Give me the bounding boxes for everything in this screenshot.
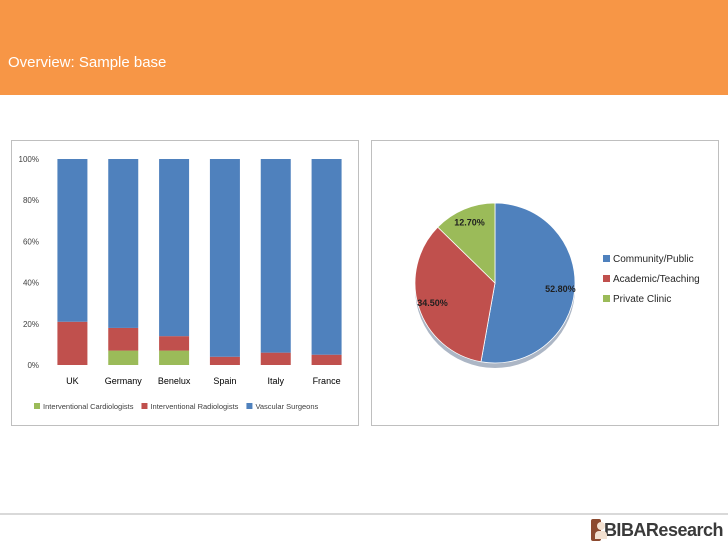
pie-chart-panel: 52.80% 34.50% 12.70% Community/Public Academ…	[371, 140, 719, 426]
legend-label: Private Clinic	[613, 294, 671, 305]
y-tick-label: 20%	[23, 320, 39, 329]
bar-segment	[108, 350, 139, 365]
bar-segment	[57, 321, 88, 365]
legend-swatch	[603, 255, 610, 262]
x-tick-label: UK	[66, 376, 79, 386]
logo-person-icon	[591, 519, 607, 541]
legend-label: Community/Public	[613, 254, 694, 265]
bar-segment	[159, 336, 190, 351]
legend-swatch	[603, 295, 610, 302]
legend-label: Vascular Surgeons	[255, 402, 318, 411]
bar-segment	[159, 350, 190, 365]
pie-data-label: 52.80%	[545, 284, 576, 294]
legend-swatch	[141, 403, 148, 409]
legend-swatch	[603, 275, 610, 282]
legend-label: Interventional Radiologists	[150, 402, 238, 411]
legend-label: Academic/Teaching	[613, 274, 700, 285]
bar-segment	[209, 356, 240, 365]
pie-chart: 52.80% 34.50% 12.70% Community/Public Academ…	[414, 202, 700, 368]
pie-slice	[414, 226, 496, 363]
y-tick-label: 60%	[23, 237, 39, 246]
x-tick-label: Germany	[105, 376, 143, 386]
bar-segment	[260, 159, 291, 353]
x-tick-label: Italy	[267, 376, 284, 386]
bar-segment	[108, 327, 139, 351]
slide-header: Overview: Sample base	[0, 0, 728, 95]
legend-label: Interventional Cardiologists	[43, 402, 134, 411]
pie-slice	[437, 202, 496, 284]
pie-data-label: 34.50%	[417, 298, 448, 308]
footer-divider	[0, 513, 728, 515]
y-tick-label: 100%	[19, 155, 39, 164]
bar-segment	[311, 159, 342, 355]
legend-swatch	[34, 403, 40, 409]
logo-text: BIBAResearch	[603, 519, 724, 540]
x-tick-label: Spain	[213, 376, 236, 386]
bar-segment	[311, 354, 342, 365]
legend-swatch	[246, 403, 253, 409]
y-tick-label: 40%	[23, 279, 39, 288]
x-tick-label: Benelux	[158, 376, 191, 386]
bar-segment	[260, 352, 291, 365]
bar-segment	[209, 159, 240, 357]
bar-segment	[159, 159, 190, 337]
pie-data-label: 12.70%	[454, 218, 485, 228]
y-tick-label: 0%	[27, 361, 39, 370]
slide-title: Overview: Sample base	[8, 54, 167, 71]
pie-slice	[480, 202, 576, 364]
y-tick-label: 80%	[23, 196, 39, 205]
biba-research-logo: BIBAResearch	[591, 518, 724, 542]
bar-segment	[108, 159, 139, 328]
bar-chart-panel: 0% 20% 40% 60% 80% 100% UK Germany Benelux Spain I…	[11, 140, 359, 426]
bar-segment	[57, 159, 88, 322]
stacked-bar-chart: 0% 20% 40% 60% 80% 100% UK Germany Benelux Spain I…	[19, 155, 342, 411]
x-tick-label: France	[313, 376, 341, 386]
